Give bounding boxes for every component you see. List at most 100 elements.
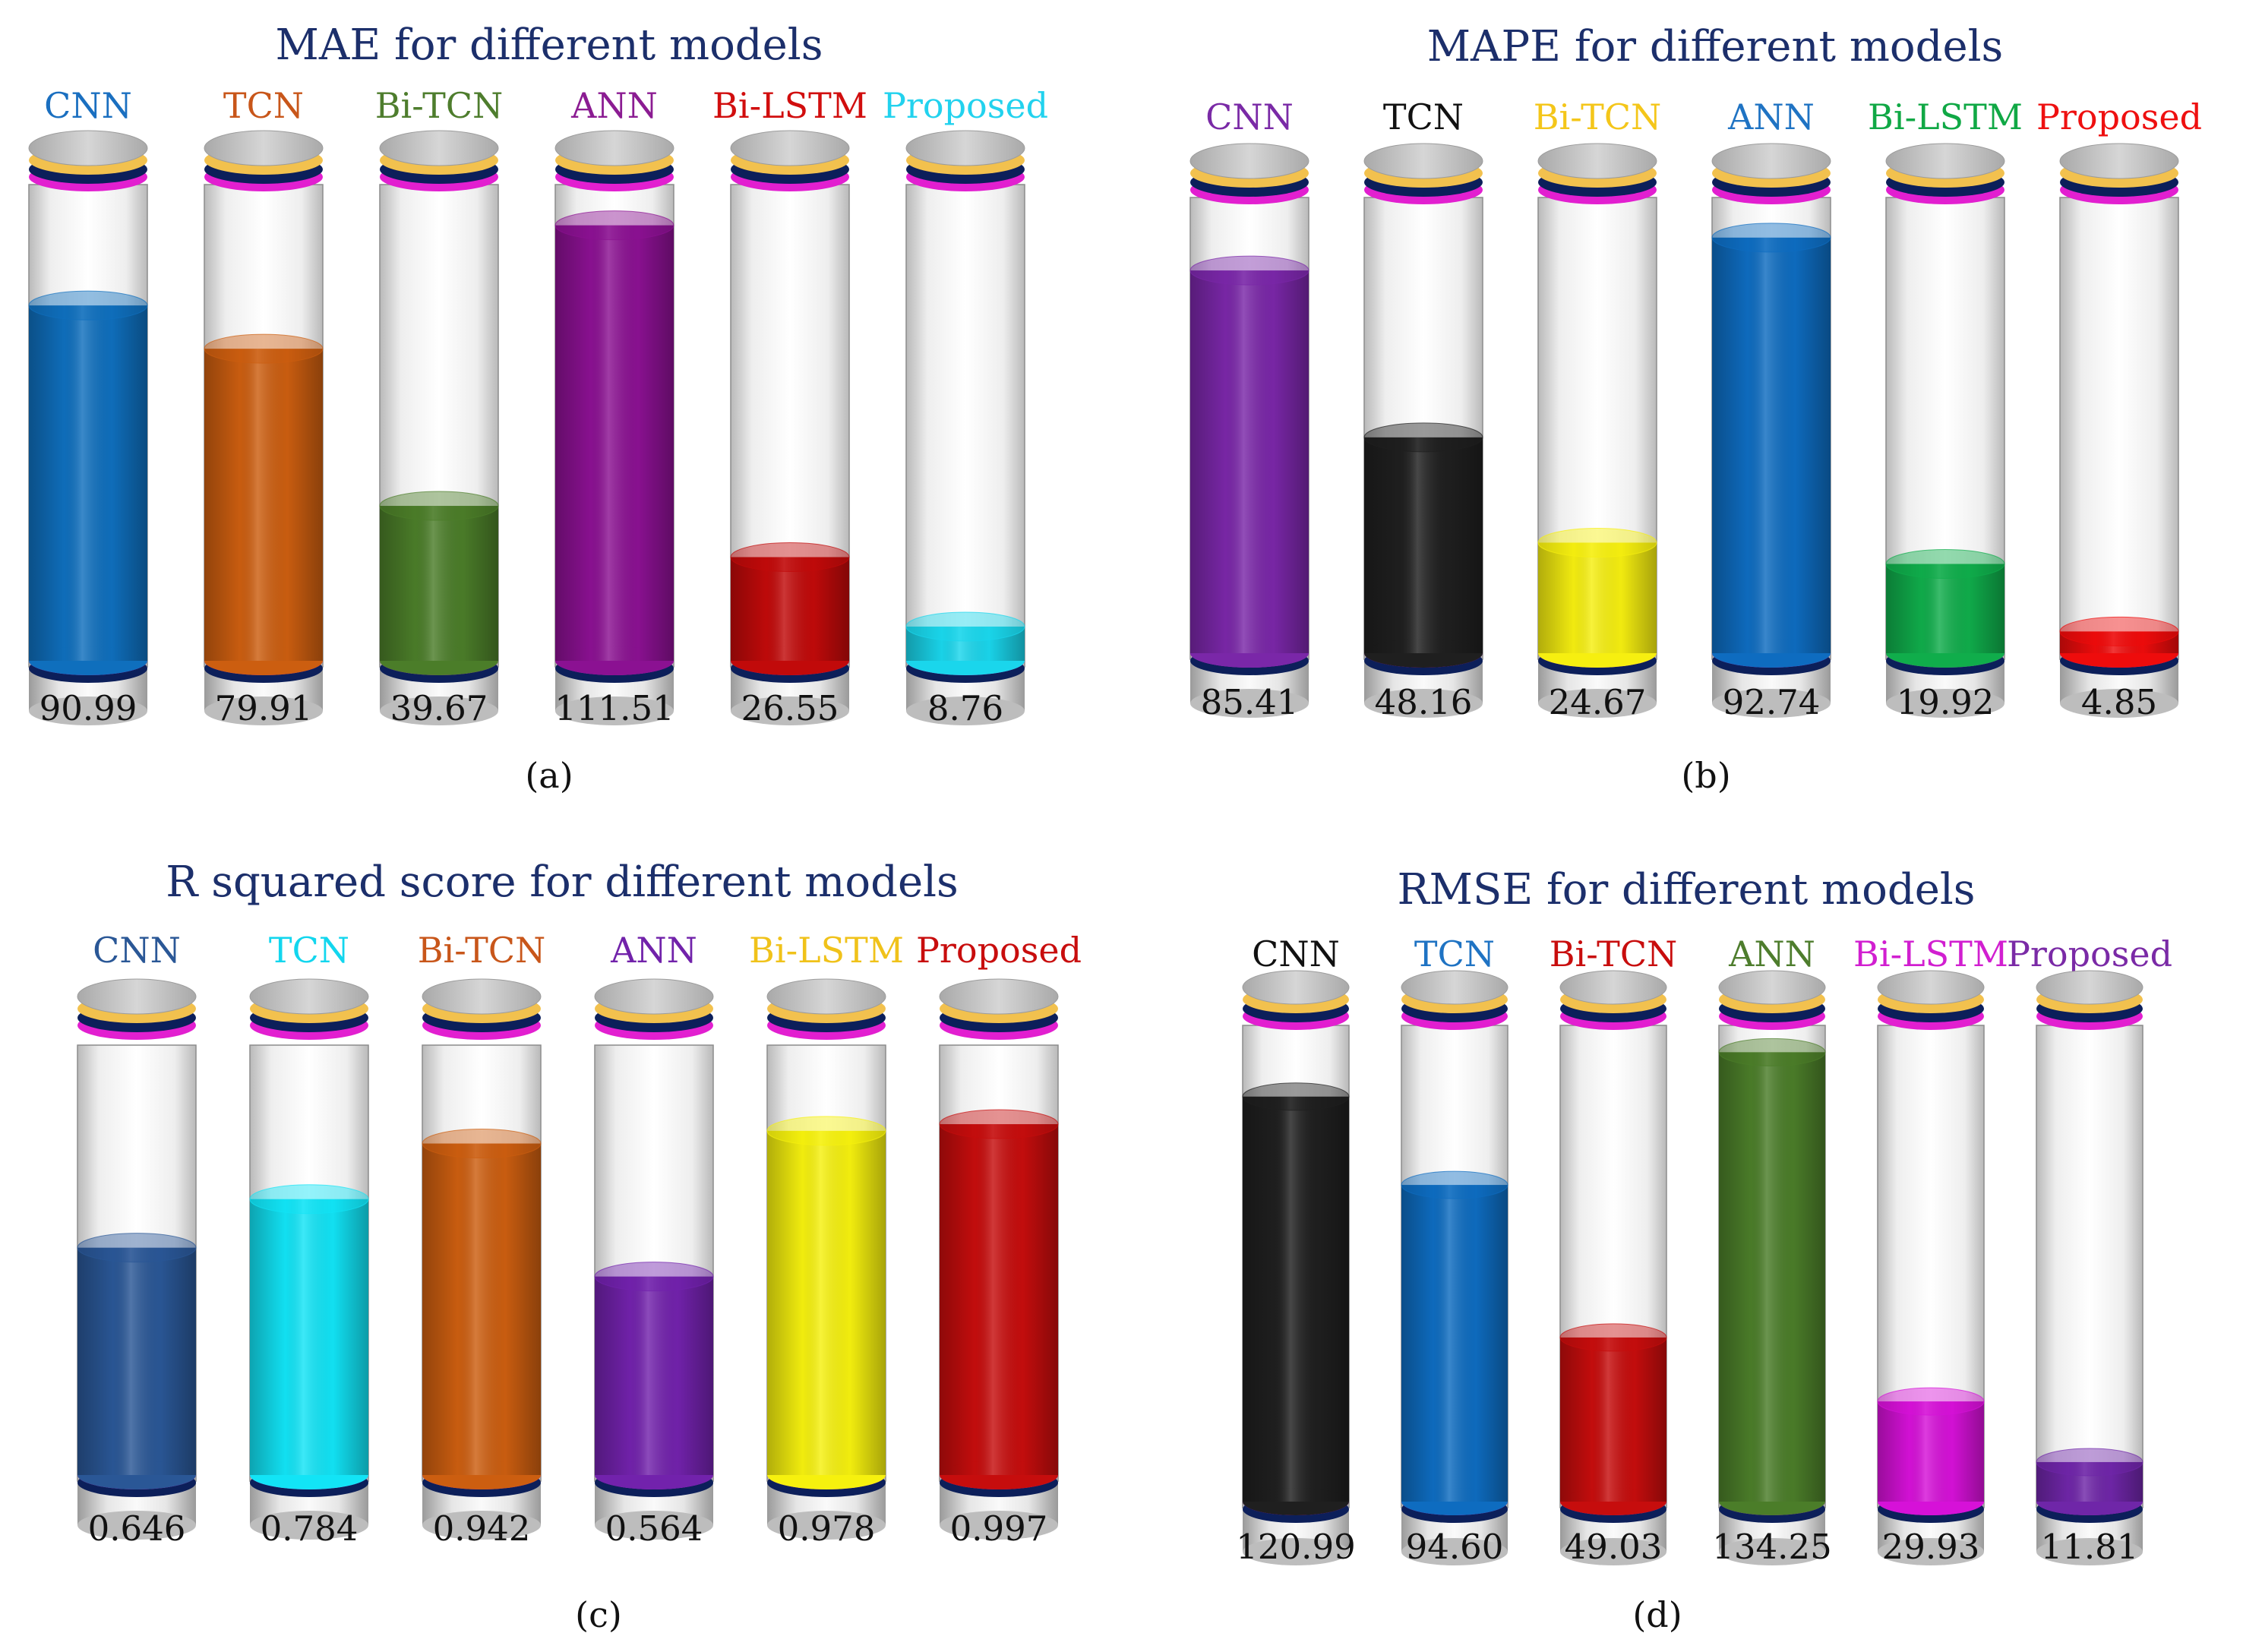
value-label: 0.784 xyxy=(261,1508,359,1549)
value-label: 0.942 xyxy=(433,1508,531,1549)
cylinder-base-bottom xyxy=(1364,689,1483,718)
cylinder: TCN 0.784 xyxy=(249,930,369,1549)
cylinder-base-bottom xyxy=(940,1511,1058,1540)
model-label: Proposed xyxy=(883,85,1048,126)
cylinder-group: CNN 90.99 TCN 79.91 Bi-TCN 39.67 ANN 111.51 Bi-L… xyxy=(28,85,1048,728)
model-label: ANN xyxy=(610,930,697,971)
cylinder-lid xyxy=(730,130,850,166)
model-label: CNN xyxy=(93,930,181,971)
value-label: 0.646 xyxy=(88,1508,186,1549)
bar-shade xyxy=(29,305,147,661)
chart-title: R squared score for different models xyxy=(166,858,959,907)
cylinder-base-bottom xyxy=(29,696,147,725)
panel-caption: (a) xyxy=(525,755,573,796)
value-label: 19.92 xyxy=(1897,682,1995,722)
panel-rmse: RMSE for different models CNN 120.99 TCN 94… xyxy=(1236,865,2172,1635)
cylinder: Bi-LSTM 26.55 xyxy=(712,85,867,728)
cylinder-lid xyxy=(1559,970,1667,1005)
cylinder-group: CNN 85.41 TCN 48.16 Bi-TCN 24.67 ANN 92.74 Bi-LS… xyxy=(1189,96,2202,722)
bar-shade xyxy=(1712,237,1831,654)
cylinder-lid xyxy=(1885,143,2005,179)
model-label: Proposed xyxy=(2007,933,2172,974)
panel-caption: (b) xyxy=(1681,755,1730,796)
bar-shade xyxy=(250,1199,368,1475)
bar-shade xyxy=(2036,1461,2143,1502)
bar-shade xyxy=(1364,437,1483,653)
bar-fill-top xyxy=(594,1262,714,1292)
cylinder: Proposed 8.76 xyxy=(883,85,1048,728)
bar-fill-top xyxy=(28,290,148,321)
cylinder-base-bottom xyxy=(1886,689,2004,718)
bar-shade xyxy=(77,1247,196,1475)
cylinder-lid xyxy=(905,130,1025,166)
bar-shade xyxy=(1401,1185,1508,1502)
value-label: 4.85 xyxy=(2081,682,2157,722)
cylinder-glass xyxy=(2036,1025,2143,1508)
bar-fill-top xyxy=(379,491,499,521)
bar-fill-top xyxy=(1363,422,1483,453)
cylinder: ANN 92.74 xyxy=(1711,96,1831,722)
model-label: Bi-TCN xyxy=(1550,933,1678,974)
cylinder-glass xyxy=(2059,197,2179,660)
bar-shade xyxy=(595,1276,713,1475)
bar-fill-top xyxy=(1189,255,1309,286)
value-label: 79.91 xyxy=(215,688,313,728)
cylinder: ANN 111.51 xyxy=(554,85,674,728)
cylinder: TCN 94.60 xyxy=(1401,933,1508,1567)
value-label: 29.93 xyxy=(1882,1527,1980,1567)
bar-fill-top xyxy=(905,611,1025,642)
bar-shade xyxy=(1878,1401,1984,1502)
model-label: Bi-LSTM xyxy=(1853,933,2008,974)
value-label: 134.25 xyxy=(1712,1527,1831,1567)
cylinder-lid xyxy=(1877,970,1985,1005)
value-label: 111.51 xyxy=(554,688,674,728)
bar-shade xyxy=(1719,1052,1825,1502)
cylinder: Bi-LSTM 19.92 xyxy=(1868,96,2023,722)
cylinder-lid xyxy=(1242,970,1350,1005)
model-label: ANN xyxy=(1728,933,1815,974)
value-label: 0.997 xyxy=(950,1508,1048,1549)
model-label: CNN xyxy=(1252,933,1340,974)
bar-fill-top xyxy=(422,1129,542,1159)
model-label: TCN xyxy=(269,930,349,971)
model-label: TCN xyxy=(1414,933,1495,974)
panel-caption: (c) xyxy=(575,1594,622,1635)
cylinder-lid xyxy=(2036,970,2143,1005)
cylinder-base-bottom xyxy=(204,696,323,725)
cylinder-lid xyxy=(1718,970,1826,1005)
cylinder-base-bottom xyxy=(2036,1538,2143,1565)
model-label: Bi-TCN xyxy=(375,85,504,126)
cylinder-lid xyxy=(379,130,499,166)
bar-fill-top xyxy=(554,210,674,241)
cylinder-group: CNN 120.99 TCN 94.60 Bi-TCN 49.03 ANN 134.25 Bi-… xyxy=(1236,933,2172,1567)
bar-shade xyxy=(767,1130,886,1475)
cylinder-base-bottom xyxy=(555,696,674,725)
cylinder-lid xyxy=(77,978,197,1015)
cylinder: CNN 90.99 xyxy=(28,85,148,728)
cylinder-lid xyxy=(2059,143,2179,179)
value-label: 8.76 xyxy=(927,688,1003,728)
value-label: 92.74 xyxy=(1723,682,1821,722)
bar-fill-top xyxy=(1401,1170,1508,1199)
cylinder: CNN 85.41 xyxy=(1189,96,1309,722)
value-label: 49.03 xyxy=(1565,1527,1663,1567)
bar-shade xyxy=(1560,1337,1666,1502)
cylinder-lid xyxy=(554,130,674,166)
cylinder-glass xyxy=(905,184,1025,668)
bar-shade xyxy=(906,626,1025,661)
panel-caption: (d) xyxy=(1632,1594,1682,1635)
cylinder: Bi-LSTM 0.978 xyxy=(749,930,904,1549)
cylinder-lid xyxy=(1363,143,1483,179)
cylinder: Proposed 11.81 xyxy=(2007,933,2172,1567)
bar-shade xyxy=(204,349,323,661)
cylinder-lid xyxy=(1189,143,1309,179)
model-label: Bi-TCN xyxy=(1534,96,1662,137)
model-label: Bi-LSTM xyxy=(749,930,904,971)
value-label: 11.81 xyxy=(2041,1527,2139,1567)
cylinder-base-bottom xyxy=(906,696,1025,725)
cylinder: Proposed 0.997 xyxy=(916,930,1082,1549)
model-label: Proposed xyxy=(916,930,1082,971)
model-label: CNN xyxy=(44,85,132,126)
cylinder: Bi-LSTM 29.93 xyxy=(1853,933,2008,1567)
